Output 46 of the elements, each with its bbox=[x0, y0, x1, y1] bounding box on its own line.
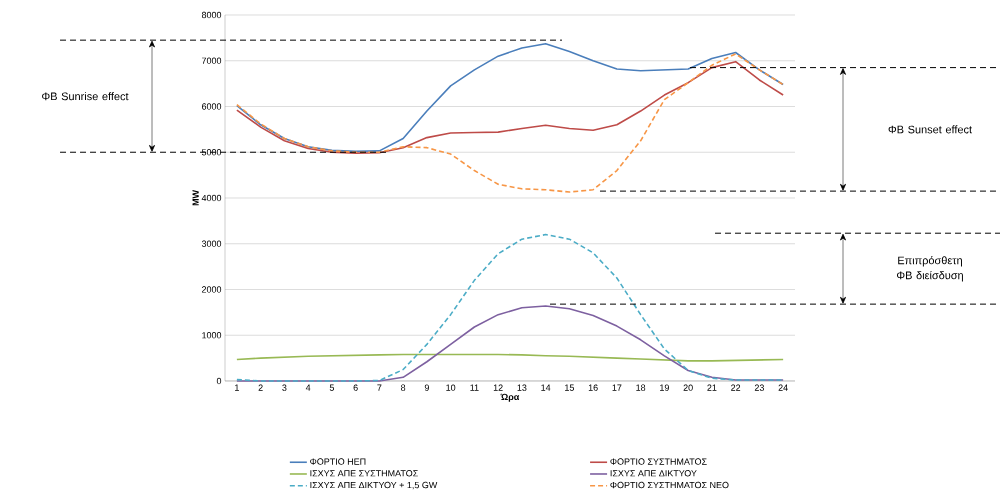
y-tick-label: 4000 bbox=[201, 194, 222, 202]
x-tick-label: 16 bbox=[588, 384, 598, 391]
x-tick-label: 20 bbox=[683, 384, 693, 391]
legend-label: ΦΟΡΤΙΟ ΣΥΣΤΗΜΑΤΟΣ bbox=[610, 458, 707, 465]
x-tick-label: 17 bbox=[612, 384, 622, 391]
text: ΦΒ Sunset effect bbox=[888, 125, 972, 134]
x-tick-label: 18 bbox=[636, 384, 646, 391]
x-tick-label: 5 bbox=[329, 384, 334, 391]
x-tick-label: 4 bbox=[305, 384, 311, 391]
y-tick-label: 7000 bbox=[201, 57, 222, 64]
x-tick-label: 21 bbox=[707, 384, 717, 391]
legend-label: ΙΣΧΥΣ ΑΠΕ ΣΥΣΤΗΜΑΤΟΣ bbox=[310, 470, 418, 477]
x-tick-label: 19 bbox=[660, 384, 669, 391]
y-tick-label: 6000 bbox=[201, 103, 222, 110]
text: ΦΒ Sunrise effect bbox=[42, 92, 129, 101]
legend-label: ΙΣΧΥΣ ΑΠΕ ΔΙΚΤΥΟΥ + 1,5 GW bbox=[310, 481, 438, 490]
x-tick-label: 11 bbox=[470, 384, 479, 391]
y-tick-label: 3000 bbox=[201, 240, 222, 247]
y-tick-label: 1000 bbox=[202, 332, 222, 339]
legend-label: ΙΣΧΥΣ ΑΠΕ ΔΙΚΤΥΟΥ bbox=[610, 470, 697, 477]
y-tick-label: 8000 bbox=[201, 11, 222, 19]
legend-label: ΦΟΡΤΙΟ ΗΕΠ bbox=[310, 458, 366, 465]
x-tick-label: 10 bbox=[446, 384, 456, 391]
line-series bbox=[236, 60, 784, 154]
legend-label: ΦΟΡΤΙΟ ΣΥΣΤΗΜΑΤΟΣ ΝΕΟ bbox=[610, 481, 729, 489]
x-tick-label: 8 bbox=[401, 384, 406, 391]
x-tick-label: 2 bbox=[258, 384, 263, 391]
x-tick-label: 22 bbox=[731, 384, 741, 391]
x-tick-label: 24 bbox=[778, 384, 788, 391]
line-series bbox=[236, 53, 784, 193]
x-tick-label: 3 bbox=[282, 384, 287, 391]
x-tick-label: 13 bbox=[517, 384, 527, 391]
x-axis-title: Ώρα bbox=[500, 393, 520, 402]
text: Επιπρόσθετη ΦΒ διείσδυση bbox=[896, 255, 963, 282]
x-tick-label: 9 bbox=[424, 384, 429, 391]
y-tick-label: 2000 bbox=[201, 286, 222, 293]
x-tick-label: 6 bbox=[353, 384, 358, 391]
x-tick-label: 1 bbox=[235, 384, 239, 391]
x-tick-label: 12 bbox=[493, 384, 503, 391]
y-tick-label: 0 bbox=[216, 377, 222, 385]
y-tick-label: 5000 bbox=[201, 149, 222, 156]
x-tick-label: 14 bbox=[541, 384, 551, 391]
x-tick-label: 15 bbox=[565, 384, 574, 391]
y-axis-title: MW bbox=[192, 190, 199, 206]
x-tick-label: 7 bbox=[377, 384, 382, 391]
x-tick-label: 23 bbox=[754, 384, 764, 391]
